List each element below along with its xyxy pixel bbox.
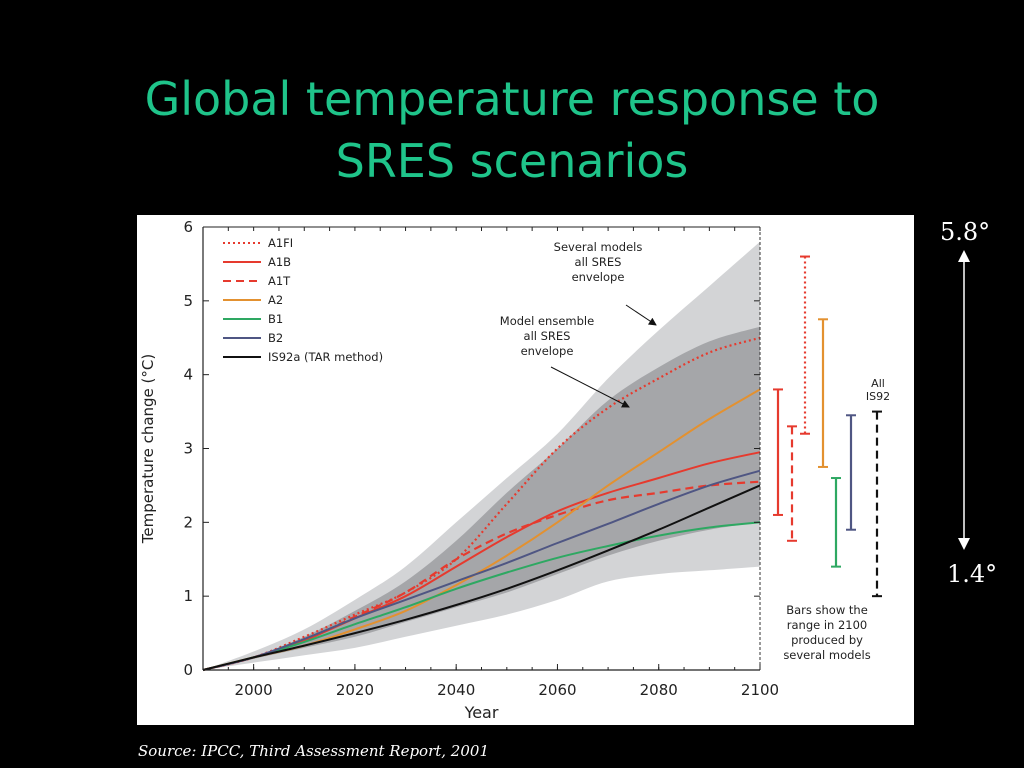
title-line-1: Global temperature response to <box>144 72 880 126</box>
x-tick-label: 2040 <box>437 681 475 699</box>
legend-label-a1b: A1B <box>268 255 291 269</box>
range-bars-note: Bars show the range in 2100 produced by sev… <box>783 603 870 662</box>
envelope-annotation-line: Several models <box>554 240 643 254</box>
annotation-arrow <box>625 304 657 326</box>
range-max-label: 5.8° <box>940 218 991 246</box>
y-tick-label: 0 <box>183 661 193 679</box>
range-bars: All IS92 Bars show the range in 2100 produce… <box>773 255 890 662</box>
legend-label-is92a-tar-method: IS92a (TAR method) <box>268 350 383 364</box>
axes-layer: 0 1 2 3 4 5 6 2000 2020 2040 2060 2080 2100 Year Tempe… <box>139 218 779 722</box>
series-line-a1b <box>202 451 761 671</box>
envelope-model-ensemble-all-sres-envelope <box>203 326 760 670</box>
x-tick-label: 2100 <box>741 681 779 699</box>
y-tick-label: 5 <box>183 292 193 310</box>
is92-bar-label-line: IS92 <box>866 390 890 403</box>
envelope-annotation: Several models all SRES envelope <box>554 240 643 284</box>
y-tick-label: 6 <box>183 218 193 236</box>
series-line-b1 <box>202 521 761 671</box>
legend-label-a1fi: A1FI <box>268 236 293 250</box>
x-tick-label: 2080 <box>640 681 678 699</box>
range-bars-note-line: several models <box>783 648 870 662</box>
series-layer <box>202 336 761 672</box>
range-arrow-icon <box>958 250 970 550</box>
range-min-label: 1.4° <box>947 560 998 588</box>
series-line-a1fi <box>202 336 761 672</box>
legend-label-a1t: A1T <box>268 274 291 288</box>
x-tick-label: 2020 <box>336 681 374 699</box>
source-citation: Source: IPCC, Third Assessment Report, 2… <box>138 742 489 760</box>
y-tick-label: 4 <box>183 366 193 384</box>
series-line-b2 <box>202 469 761 671</box>
title-line-2: SRES scenarios <box>335 134 689 188</box>
envelope-annotation-line: all SRES <box>524 329 571 343</box>
y-tick-label: 1 <box>183 587 193 605</box>
range-bars-note-line: produced by <box>791 633 863 647</box>
x-tick-label: 2060 <box>538 681 576 699</box>
envelope-annotation-line: all SRES <box>575 255 622 269</box>
y-axis-label: Temperature change (°C) <box>139 354 157 544</box>
chart-panel: 0 1 2 3 4 5 6 2000 2020 2040 2060 2080 2100 Year Tempe… <box>137 215 914 725</box>
is92-bar-label-line: All <box>871 377 885 390</box>
envelope-several-models-all-sres-envelope <box>203 241 760 671</box>
legend-label-b2: B2 <box>268 331 283 345</box>
envelope-annotation-line: envelope <box>572 270 625 284</box>
envelope-annotation: Model ensemble all SRES envelope <box>500 314 594 358</box>
legend-label-b1: B1 <box>268 312 283 326</box>
envelope-annotation-line: envelope <box>521 344 574 358</box>
annotation-arrow <box>550 366 630 408</box>
temperature-chart: 0 1 2 3 4 5 6 2000 2020 2040 2060 2080 2100 Year Tempe… <box>139 218 890 722</box>
page-title: Global temperature response to SRES scen… <box>0 68 1024 192</box>
range-bars-note-line: Bars show the <box>786 603 868 617</box>
legend-label-a2: A2 <box>268 293 283 307</box>
envelope-annotation-line: Model ensemble <box>500 314 594 328</box>
legend: A1FI A1B A1T A2 B1 B2 IS92a (TAR method) <box>223 236 383 364</box>
series-line-a1t <box>202 480 761 672</box>
is92-bar-label: All IS92 <box>866 377 890 403</box>
y-tick-label: 3 <box>183 440 193 458</box>
range-bars-note-line: range in 2100 <box>787 618 868 632</box>
envelope-layer <box>203 241 760 671</box>
x-tick-label: 2000 <box>235 681 273 699</box>
series-line-is92a-tar-method <box>202 484 761 671</box>
y-tick-label: 2 <box>183 513 193 531</box>
x-axis-label: Year <box>464 703 499 722</box>
